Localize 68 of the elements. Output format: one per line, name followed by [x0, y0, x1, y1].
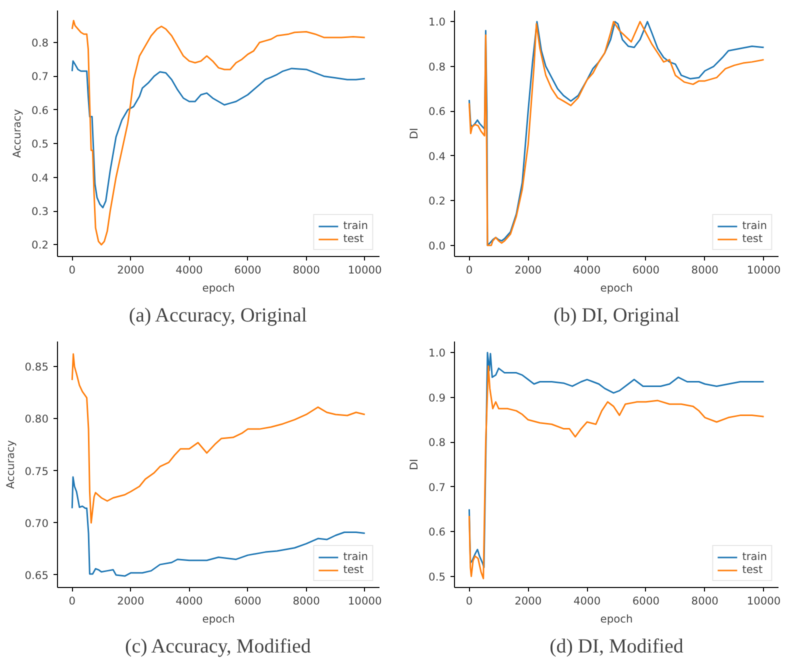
text: (b) DI, Original [553, 304, 680, 326]
y-tick-label: 0.2 [32, 238, 49, 252]
y-tick-label: 0.4 [32, 171, 49, 184]
y-tick-label: 0.65 [24, 568, 49, 582]
y-axis-title: DI [408, 458, 421, 470]
x-tick-label: 2000 [117, 264, 144, 276]
legend-label: test [742, 563, 763, 576]
legend-label: train [343, 219, 368, 232]
x-axis-title: epoch [600, 282, 633, 294]
x-tick-label: 6000 [632, 594, 660, 608]
x-tick-label: 0 [466, 264, 473, 276]
y-tick-label: 0.2 [428, 194, 446, 208]
legend-label: train [742, 550, 767, 563]
x-tick-label: 2000 [117, 594, 144, 608]
x-tick-label: 8000 [691, 594, 719, 608]
x-tick-label: 0 [466, 594, 473, 608]
x-tick-label: 6000 [234, 264, 262, 276]
x-tick-label: 2000 [514, 264, 542, 276]
y-axis-title: Accuracy [4, 440, 17, 489]
y-axis-title: DI [408, 128, 421, 140]
x-tick-label: 8000 [292, 264, 320, 276]
x-axis-title: epoch [202, 612, 235, 626]
x-tick-label: 4000 [573, 264, 601, 276]
x-tick-label: 4000 [176, 264, 204, 276]
text: (d) DI, Modified [550, 636, 684, 658]
y-tick-label: 1.0 [428, 346, 446, 360]
legend-label: train [742, 219, 767, 232]
x-tick-label: 6000 [632, 264, 660, 276]
y-tick-label: 0.80 [24, 412, 49, 426]
x-tick-label: 10000 [348, 594, 382, 608]
y-tick-label: 0.5 [428, 570, 446, 584]
y-tick-label: 0.8 [428, 60, 446, 74]
x-tick-label: 6000 [234, 594, 262, 608]
x-tick-label: 2000 [514, 594, 542, 608]
x-tick-label: 10000 [746, 264, 781, 276]
y-tick-label: 0.0 [428, 239, 446, 252]
y-tick-label: 0.9 [428, 391, 446, 404]
x-tick-label: 0 [68, 264, 76, 276]
x-tick-label: 4000 [573, 594, 601, 608]
x-axis-title: epoch [202, 282, 235, 294]
y-tick-label: 0.85 [24, 360, 49, 374]
y-tick-label: 0.5 [32, 138, 49, 151]
x-tick-label: 10000 [746, 594, 781, 608]
x-tick-label: 8000 [292, 594, 320, 608]
legend-label: test [343, 563, 364, 576]
y-tick-label: 0.8 [32, 36, 49, 50]
y-tick-label: 0.6 [32, 104, 49, 117]
y-tick-label: 0.7 [32, 70, 49, 84]
x-tick-label: 8000 [691, 264, 719, 276]
y-tick-label: 0.3 [32, 205, 49, 218]
y-tick-label: 0.6 [428, 526, 446, 539]
x-axis-title: epoch [600, 612, 633, 626]
x-tick-label: 0 [68, 594, 76, 608]
x-tick-label: 10000 [348, 264, 382, 276]
text: (c) Accuracy, Modified [125, 636, 311, 658]
y-tick-label: 0.70 [24, 516, 49, 530]
y-tick-label: 0.7 [428, 480, 446, 494]
legend-label: test [343, 232, 364, 245]
text: (a) Accuracy, Original [128, 304, 308, 326]
y-tick-label: 0.4 [428, 150, 446, 163]
y-tick-label: 0.6 [428, 105, 446, 118]
y-tick-label: 0.8 [428, 436, 446, 450]
x-tick-label: 4000 [176, 594, 204, 608]
legend-label: train [343, 550, 368, 563]
y-tick-label: 1.0 [428, 16, 446, 29]
y-tick-label: 0.75 [24, 464, 49, 478]
y-axis-title: Accuracy [10, 109, 24, 158]
legend-label: test [742, 232, 763, 245]
